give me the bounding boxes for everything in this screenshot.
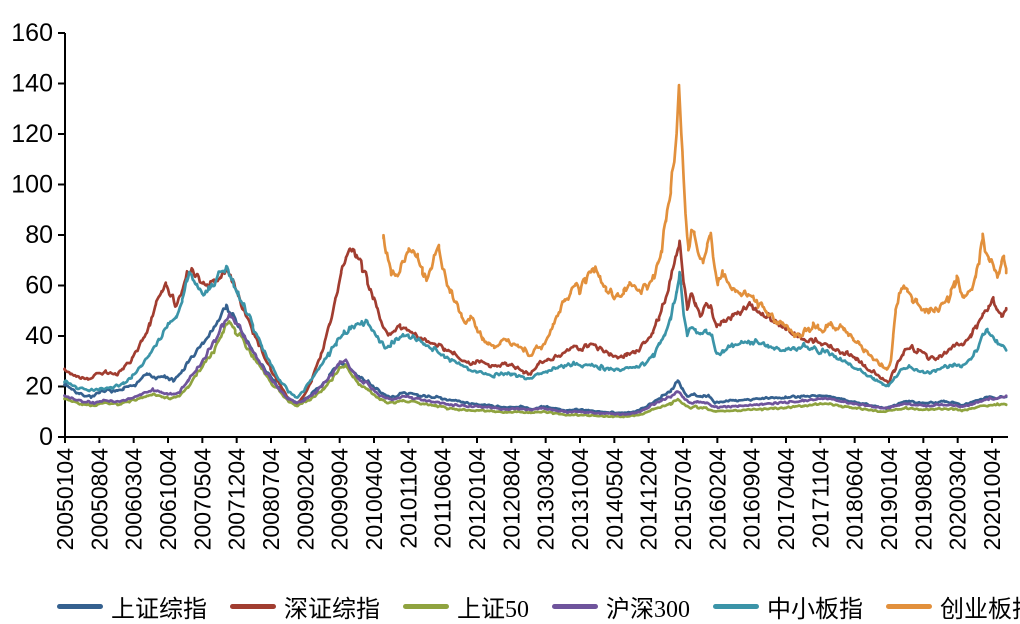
legend-item-3: 沪深300 — [552, 591, 690, 621]
x-tick-label: 20120804 — [498, 448, 524, 551]
x-tick-label: 20150704 — [670, 448, 696, 551]
legend-line-swatch-icon — [230, 603, 276, 609]
x-tick-label: 20171104 — [807, 448, 833, 549]
legend-line-swatch-icon — [713, 603, 759, 609]
y-tick-label: 120 — [11, 120, 53, 148]
x-tick-label: 20090204 — [292, 448, 318, 551]
x-tick-label: 20190804 — [910, 448, 936, 551]
legend-line-swatch-icon — [552, 603, 598, 609]
legend-label: 沪深300 — [606, 596, 690, 622]
legend-item-0: 上证综指 — [57, 591, 207, 621]
x-tick-label: 20180604 — [842, 448, 868, 551]
series-line-4 — [63, 264, 1008, 399]
series-line-5 — [382, 83, 1008, 371]
x-tick-label: 20060304 — [121, 448, 147, 551]
y-tick-label: 100 — [11, 171, 53, 199]
x-tick-label: 20100404 — [361, 448, 387, 551]
legend-line-swatch-icon — [57, 603, 103, 609]
x-tick-label: 20170404 — [773, 448, 799, 551]
x-tick-label: 20200304 — [945, 448, 971, 551]
legend-label: 上证综指 — [111, 596, 207, 622]
legend-label: 中小板指 — [767, 596, 863, 622]
legend-label: 创业板指 — [940, 596, 1020, 622]
x-tick-label: 20061004 — [155, 448, 181, 551]
x-tick-label: 20120104 — [464, 448, 490, 551]
legend-line-swatch-icon — [886, 603, 932, 609]
y-tick-label: 60 — [25, 272, 53, 300]
x-tick-label: 20050104 — [52, 448, 78, 551]
legend-item-2: 上证50 — [403, 591, 529, 621]
x-tick-label: 20071204 — [224, 448, 250, 551]
legend-item-4: 中小板指 — [713, 591, 863, 621]
x-tick-label: 20201004 — [979, 448, 1005, 551]
series-line-3 — [63, 312, 1008, 417]
x-tick-label: 20160904 — [739, 448, 765, 551]
x-tick-label: 20101104 — [395, 448, 421, 549]
legend-label: 上证50 — [457, 596, 529, 622]
y-tick-label: 40 — [25, 322, 53, 350]
pe-line-chart: 0 20 40 60 80 100 120 140 160 20050104 20050804 200… — [11, 19, 1008, 551]
legend-label: 深证综指 — [284, 596, 380, 622]
x-tick-label: 20050804 — [86, 448, 112, 551]
x-tick-label: 20160204 — [704, 448, 730, 551]
x-tick-label: 20110604 — [430, 448, 456, 549]
y-tick-label: 160 — [11, 19, 53, 47]
x-tick-label: 20080704 — [258, 448, 284, 551]
x-tick-label: 20070504 — [189, 448, 215, 551]
y-tick-label: 0 — [39, 423, 53, 451]
legend-item-5: 创业板指 — [886, 591, 1020, 621]
x-tick-label: 20090904 — [327, 448, 353, 551]
x-tick-label: 20190104 — [876, 448, 902, 551]
series-line-1 — [63, 239, 1008, 406]
y-tick-label: 80 — [25, 221, 53, 249]
x-tick-label: 20131004 — [567, 448, 593, 551]
series-line-2 — [63, 320, 1008, 419]
y-tick-label: 20 — [25, 373, 53, 401]
chart-legend: 上证综指 深证综指 上证50 沪深300 中小板指 创业板指 — [57, 591, 1020, 621]
legend-item-1: 深证综指 — [230, 591, 380, 621]
legend-line-swatch-icon — [403, 603, 449, 609]
x-tick-label: 20130304 — [533, 448, 559, 551]
x-tick-label: 20140504 — [601, 448, 627, 551]
y-tick-label: 140 — [11, 70, 53, 98]
x-tick-label: 20141204 — [636, 448, 662, 551]
